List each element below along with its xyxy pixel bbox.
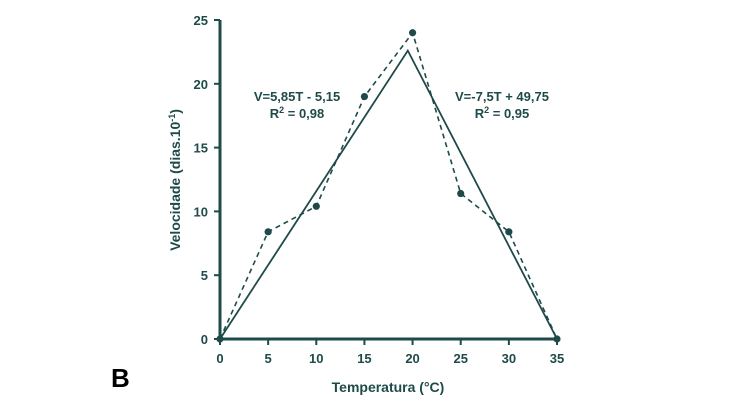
x-tick-label: 30	[502, 351, 516, 366]
y-axis-title-close: )	[167, 109, 183, 114]
x-tick-label: 25	[453, 351, 467, 366]
y-tick-label: 10	[194, 204, 208, 219]
r2-left-label: R	[270, 106, 280, 121]
r2-right-label: R	[475, 106, 485, 121]
x-axis-title: Temperatura (°C)	[332, 379, 445, 395]
y-tick-label: 15	[194, 141, 208, 156]
data-point	[360, 92, 369, 101]
data-point	[312, 202, 320, 210]
data-point	[457, 189, 465, 198]
y-axis-title-main: Velocidade (dias.10	[167, 122, 183, 251]
x-tick-label: 35	[550, 351, 564, 366]
data-point	[408, 29, 417, 37]
y-tick-label: 25	[194, 13, 208, 28]
y-tick-label: 5	[201, 268, 208, 283]
panel-label: B	[111, 363, 130, 393]
x-tick-label: 5	[265, 351, 272, 366]
r2-left-sup: 2	[279, 105, 284, 115]
y-tick-label: 20	[194, 77, 208, 92]
r2-left-value: = 0,98	[284, 106, 324, 121]
equation-left-line1: V=5,85T - 5,15	[254, 89, 340, 104]
x-tick-label: 0	[216, 351, 223, 366]
y-axis-title-sup: -1	[167, 114, 177, 122]
data-point	[505, 228, 513, 236]
y-tick-label: 0	[201, 332, 208, 347]
x-tick-label: 15	[357, 351, 371, 366]
x-tick-label: 20	[405, 351, 419, 366]
axes	[218, 20, 557, 341]
y-axis-title: Velocidade (dias.10-1)	[167, 109, 183, 251]
y-ticks: 0 5 10 15 20 25	[194, 13, 220, 347]
equation-right-line1: V=-7,5T + 49,75	[455, 89, 549, 104]
x-tick-label: 10	[309, 351, 323, 366]
r2-right-value: = 0,95	[489, 106, 529, 121]
equation-left-r2: R2 = 0,98	[270, 105, 325, 121]
series-layer	[216, 29, 561, 343]
data-point	[264, 228, 272, 236]
equation-right-r2: R2 = 0,95	[475, 105, 530, 121]
r2-right-sup: 2	[484, 105, 489, 115]
x-ticks: 0 5 10 15 20 25 30 35	[216, 339, 564, 366]
series-line-fitted	[219, 48, 558, 340]
series-line-observed	[219, 31, 558, 340]
